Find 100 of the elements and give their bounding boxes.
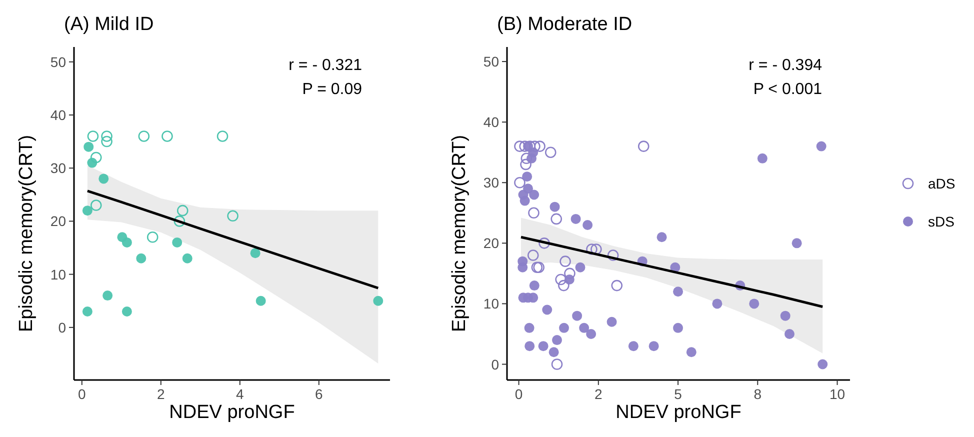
point xyxy=(256,296,266,306)
point xyxy=(570,214,581,224)
point xyxy=(586,244,598,255)
point xyxy=(607,250,619,261)
point xyxy=(102,290,113,301)
y-tick-label: 20 xyxy=(50,213,66,230)
point xyxy=(780,310,790,321)
point xyxy=(548,347,559,358)
point xyxy=(712,298,722,309)
point xyxy=(519,140,530,152)
x-tick-label: 6 xyxy=(315,386,323,402)
x-tick-label: 5 xyxy=(674,386,682,402)
y-axis-title: Episodic memory(CRT) xyxy=(449,134,470,332)
x-tick-label: 0 xyxy=(78,386,86,402)
x-tick-label: 4 xyxy=(236,386,244,402)
x-tick-label: 8 xyxy=(754,386,762,402)
annotation: P < 0.001 xyxy=(753,81,822,98)
point xyxy=(558,280,570,292)
y-tick-label: 40 xyxy=(483,114,500,130)
point xyxy=(673,286,684,297)
point xyxy=(528,207,540,219)
point xyxy=(524,341,535,352)
y-tick-label: 0 xyxy=(58,319,66,336)
y-tick-label: 20 xyxy=(483,235,500,252)
point xyxy=(564,268,576,280)
y-tick-label: 10 xyxy=(483,296,500,312)
legend-label: sDS xyxy=(928,214,954,230)
point xyxy=(550,213,562,225)
point xyxy=(528,292,538,303)
point xyxy=(656,232,667,242)
point xyxy=(586,328,596,339)
point xyxy=(101,136,112,148)
annotation: r = - 0.321 xyxy=(288,57,362,74)
x-tick-label: 2 xyxy=(594,386,603,402)
point xyxy=(101,130,112,142)
point xyxy=(520,152,532,164)
point xyxy=(673,322,684,333)
point xyxy=(579,322,590,333)
point xyxy=(136,253,146,264)
x-tick-label: 10 xyxy=(829,386,846,402)
point xyxy=(122,306,132,316)
point xyxy=(572,310,582,321)
legend-label: aDS xyxy=(928,176,956,192)
point xyxy=(590,244,602,255)
point xyxy=(749,298,760,309)
point xyxy=(90,152,102,164)
point xyxy=(182,253,192,264)
point xyxy=(564,274,574,284)
point xyxy=(526,153,537,164)
point xyxy=(527,250,539,261)
point xyxy=(250,248,260,258)
point xyxy=(555,274,566,286)
point xyxy=(575,262,586,272)
point xyxy=(87,130,99,142)
y-tick-label: 0 xyxy=(491,356,500,372)
point xyxy=(87,158,98,168)
point xyxy=(146,231,158,243)
point xyxy=(82,306,92,316)
point xyxy=(582,220,593,230)
annotation: P = 0.09 xyxy=(302,81,362,98)
annotation: r = - 0.394 xyxy=(748,57,822,74)
x-tick-label: 0 xyxy=(514,386,523,402)
chart-title: (B) Moderate ID xyxy=(497,14,632,35)
point xyxy=(373,296,384,306)
point xyxy=(529,280,540,291)
point xyxy=(529,190,540,200)
x-axis-title: NDEV proNGF xyxy=(616,402,742,423)
point xyxy=(176,204,188,216)
point xyxy=(542,304,552,315)
point xyxy=(524,322,534,333)
point xyxy=(550,202,560,212)
point xyxy=(138,130,150,142)
point xyxy=(174,216,186,227)
point xyxy=(816,141,826,152)
point xyxy=(514,140,526,152)
point xyxy=(82,206,92,216)
point xyxy=(520,196,530,206)
y-tick-label: 30 xyxy=(483,174,500,191)
point xyxy=(518,262,528,272)
point xyxy=(534,140,546,152)
point xyxy=(559,322,570,333)
line-series xyxy=(520,236,824,308)
point xyxy=(638,140,650,152)
line-series xyxy=(86,190,380,290)
point xyxy=(784,328,794,339)
point xyxy=(757,153,768,164)
point xyxy=(611,280,623,292)
x-tick-label: 2 xyxy=(157,386,165,402)
point xyxy=(216,130,228,142)
point xyxy=(522,172,532,182)
point xyxy=(648,341,659,352)
point xyxy=(551,358,563,370)
chart-title: (A) Mild ID xyxy=(64,14,154,35)
y-tick-label: 50 xyxy=(50,54,66,70)
x-axis-title: NDEV proNGF xyxy=(169,402,295,423)
y-tick-label: 50 xyxy=(483,54,500,70)
point xyxy=(227,210,238,222)
y-tick-label: 10 xyxy=(50,266,66,282)
point xyxy=(162,130,173,142)
point xyxy=(792,238,802,248)
